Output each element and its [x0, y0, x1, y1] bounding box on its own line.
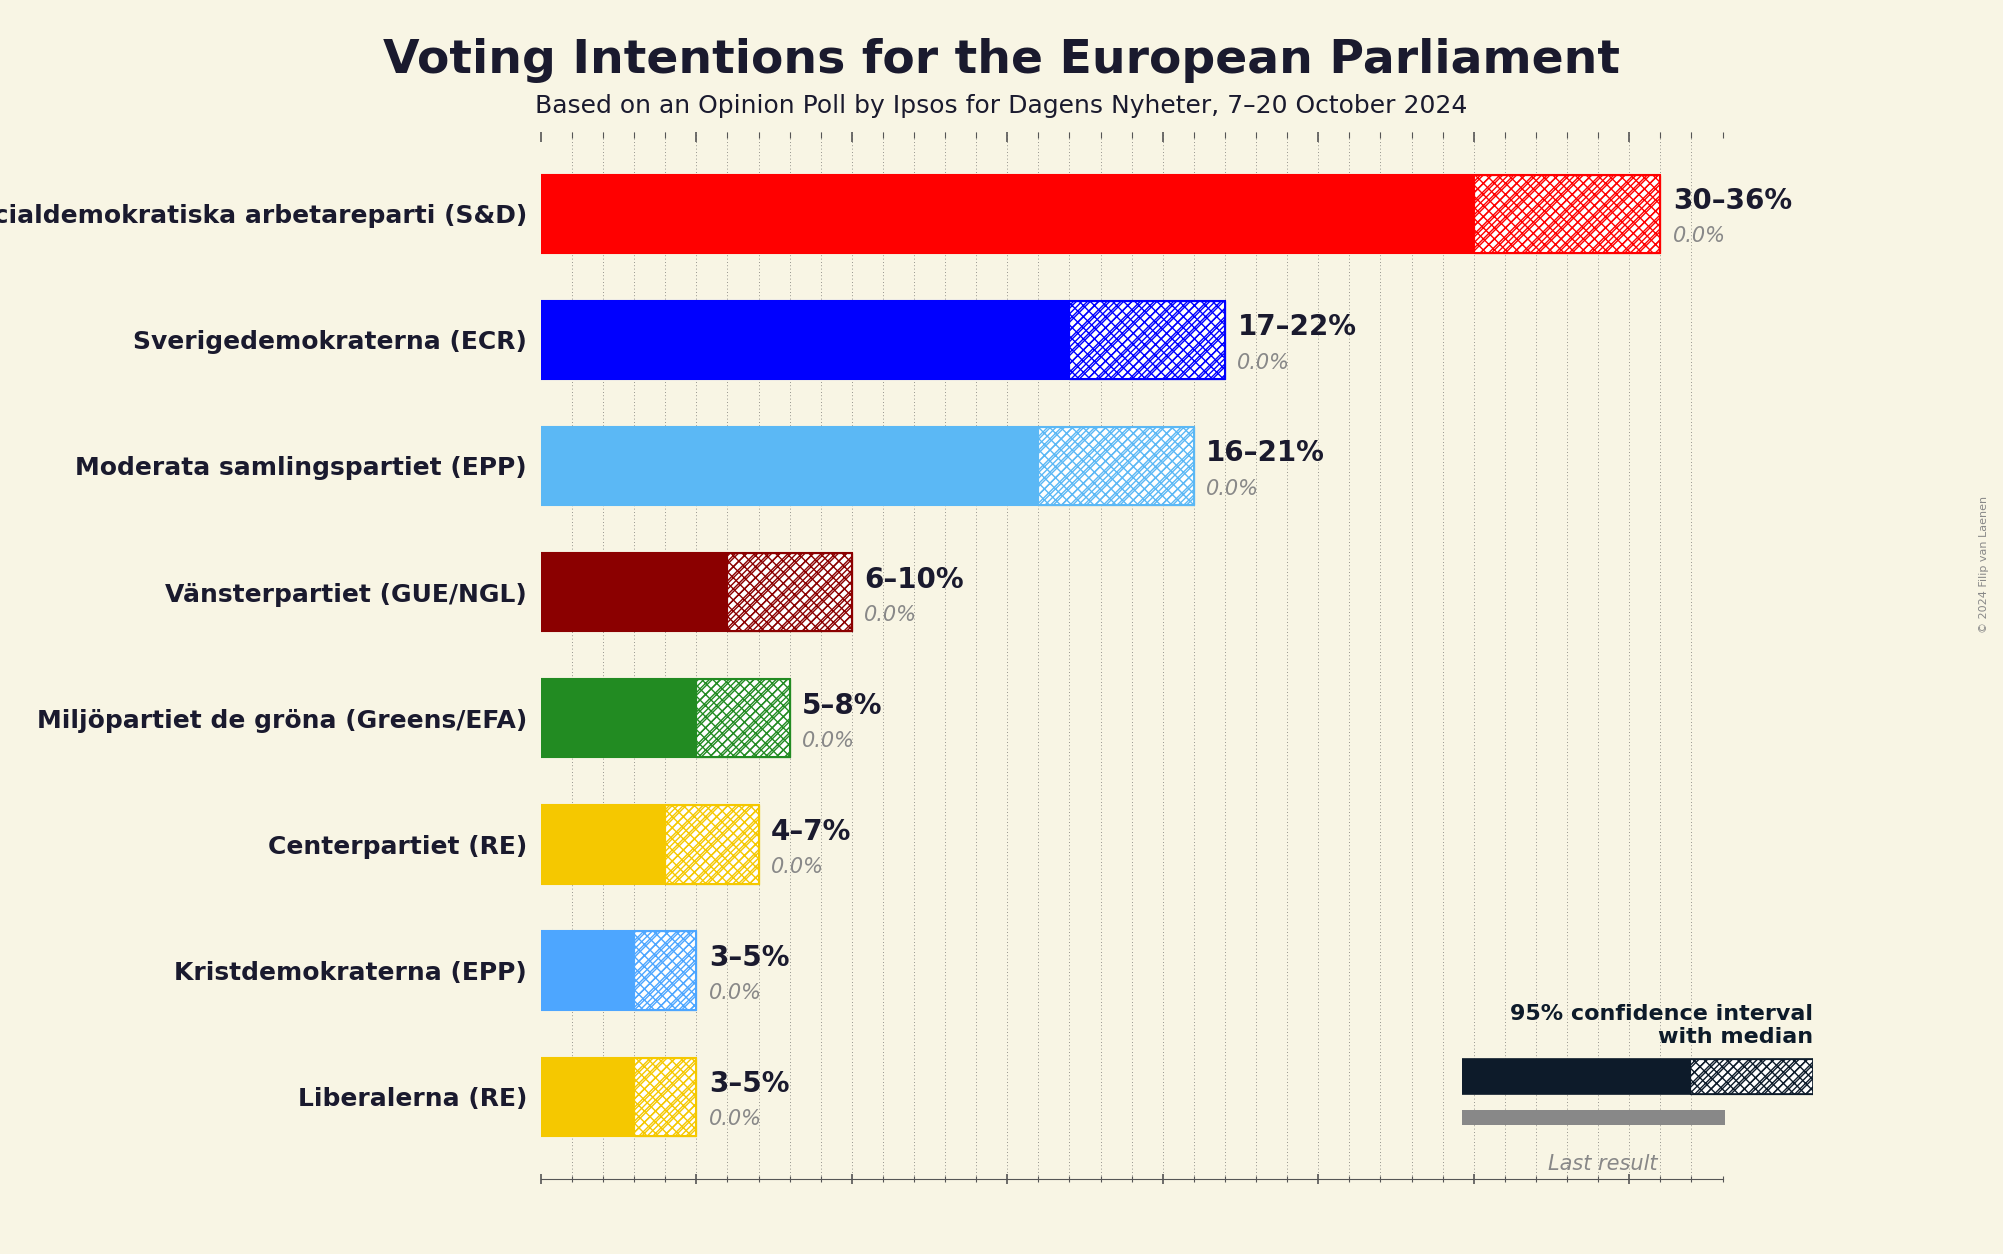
Bar: [727, 553, 851, 631]
Text: 0.0%: 0.0%: [1206, 479, 1260, 499]
Bar: [1070, 301, 1226, 379]
Bar: [635, 1057, 697, 1136]
Text: 0.0%: 0.0%: [1238, 352, 1290, 372]
Text: 4–7%: 4–7%: [771, 818, 851, 846]
Bar: [541, 1057, 697, 1136]
Bar: [1691, 1060, 1813, 1093]
Bar: [635, 932, 697, 1009]
Bar: [541, 301, 1226, 379]
Bar: [541, 805, 759, 884]
Bar: [541, 805, 665, 884]
Text: 30–36%: 30–36%: [1673, 187, 1793, 214]
Text: © 2024 Filip van Laenen: © 2024 Filip van Laenen: [1979, 495, 1989, 633]
Bar: [1474, 174, 1660, 253]
Bar: [1462, 1110, 1725, 1125]
Bar: [635, 932, 697, 1009]
Bar: [635, 1057, 697, 1136]
Bar: [541, 1057, 635, 1136]
Bar: [541, 932, 697, 1009]
Bar: [665, 805, 759, 884]
Bar: [541, 426, 1194, 505]
Bar: [697, 680, 789, 757]
Bar: [1462, 1060, 1691, 1093]
Bar: [1691, 1060, 1813, 1093]
Bar: [541, 174, 1660, 253]
Text: 5–8%: 5–8%: [801, 692, 883, 720]
Bar: [1462, 1060, 1813, 1093]
Bar: [541, 301, 1070, 379]
Text: 95% confidence interval
with median: 95% confidence interval with median: [1510, 1004, 1813, 1047]
Bar: [635, 932, 697, 1009]
Text: 0.0%: 0.0%: [863, 604, 917, 624]
Bar: [541, 680, 697, 757]
Text: 0.0%: 0.0%: [771, 858, 823, 877]
Text: 17–22%: 17–22%: [1238, 314, 1356, 341]
Text: 3–5%: 3–5%: [709, 1070, 789, 1099]
Bar: [1691, 1060, 1813, 1093]
Bar: [727, 553, 851, 631]
Bar: [697, 680, 789, 757]
Bar: [541, 932, 635, 1009]
Bar: [665, 805, 759, 884]
Bar: [1070, 301, 1226, 379]
Bar: [541, 680, 789, 757]
Bar: [541, 553, 851, 631]
Bar: [541, 174, 1474, 253]
Bar: [1038, 426, 1194, 505]
Text: Based on an Opinion Poll by Ipsos for Dagens Nyheter, 7–20 October 2024: Based on an Opinion Poll by Ipsos for Da…: [535, 94, 1468, 118]
Bar: [665, 805, 759, 884]
Bar: [1070, 301, 1226, 379]
Bar: [697, 680, 789, 757]
Text: 0.0%: 0.0%: [709, 1110, 761, 1130]
Bar: [635, 1057, 697, 1136]
Bar: [1474, 174, 1660, 253]
Bar: [1474, 174, 1660, 253]
Text: 0.0%: 0.0%: [1673, 227, 1727, 246]
Bar: [727, 553, 851, 631]
Bar: [541, 426, 1038, 505]
Bar: [541, 553, 727, 631]
Text: 3–5%: 3–5%: [709, 944, 789, 972]
Text: 0.0%: 0.0%: [801, 731, 855, 751]
Bar: [1038, 426, 1194, 505]
Text: 0.0%: 0.0%: [709, 983, 761, 1003]
Bar: [1038, 426, 1194, 505]
Text: 16–21%: 16–21%: [1206, 439, 1326, 468]
Text: 6–10%: 6–10%: [863, 566, 963, 593]
Text: Last result: Last result: [1548, 1154, 1656, 1174]
Text: Voting Intentions for the European Parliament: Voting Intentions for the European Parli…: [383, 38, 1620, 83]
